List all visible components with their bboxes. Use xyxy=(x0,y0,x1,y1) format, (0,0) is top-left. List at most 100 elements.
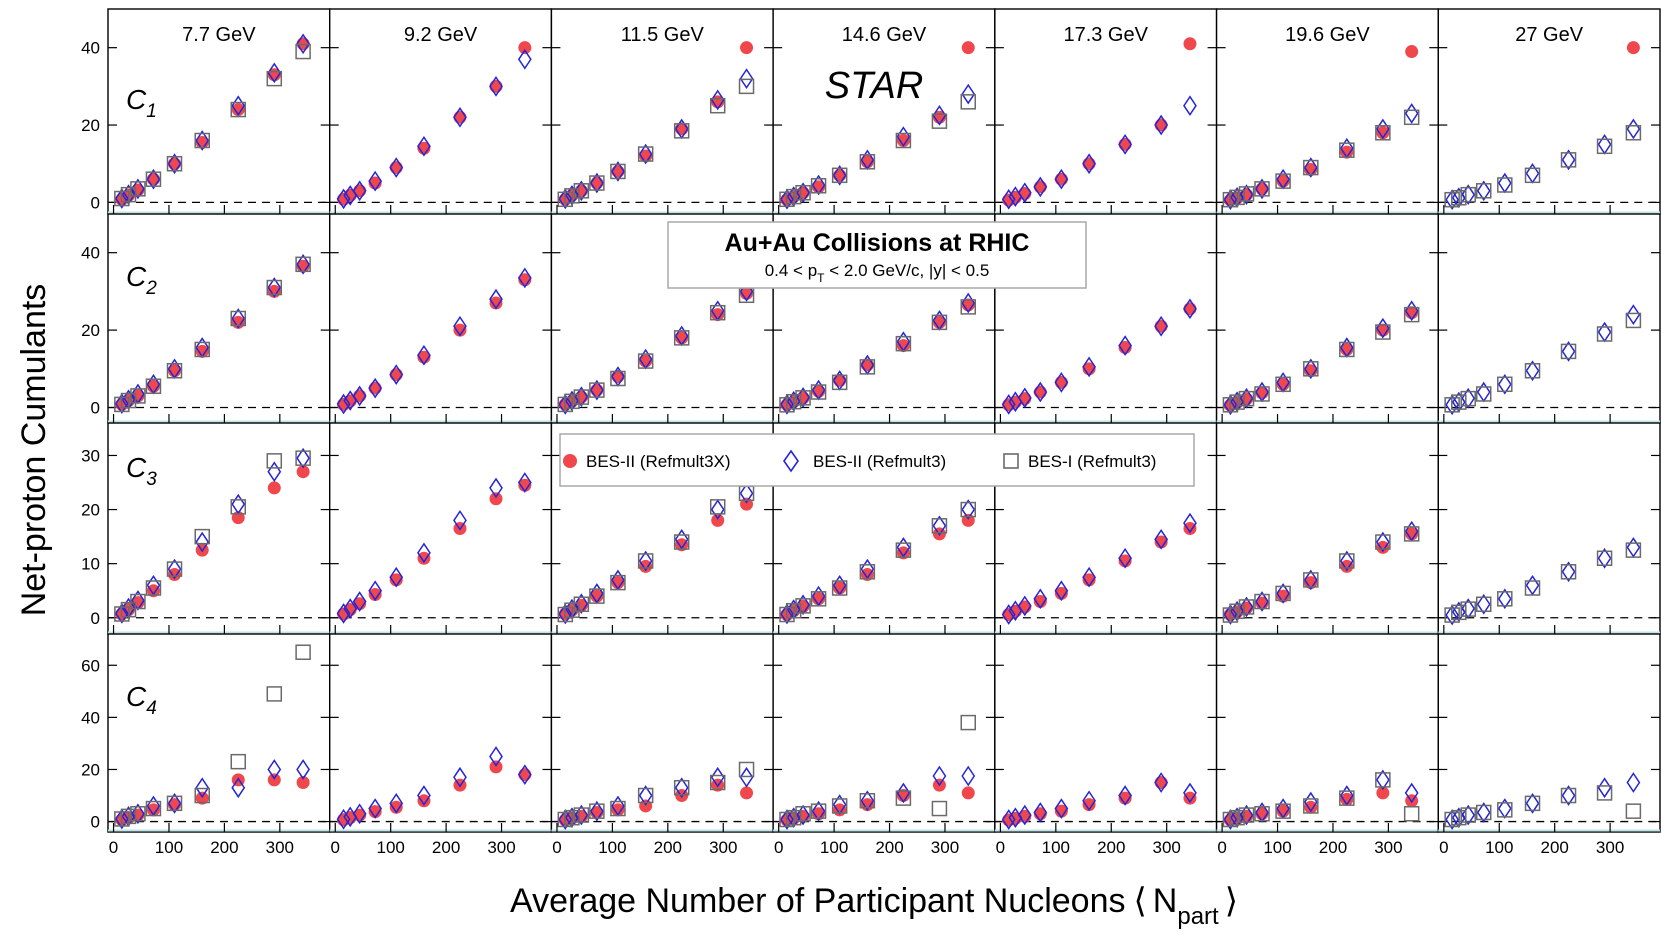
point-circle-r0-c4-5 xyxy=(1033,180,1047,194)
point-diamond-r0-c6-2 xyxy=(1561,149,1576,171)
point-diamond-r2-c5-4 xyxy=(1276,583,1290,604)
cumulant-order-3: 4 xyxy=(146,698,157,719)
point-square-r0-c0-0 xyxy=(295,43,311,60)
point-square-r3-c0-5 xyxy=(145,800,162,817)
point-diamond-r2-c1-2 xyxy=(453,510,467,531)
point-square-r1-c3-4 xyxy=(831,374,848,391)
point-square-r1-c3-1 xyxy=(931,314,948,331)
point-diamond-r1-c4-4 xyxy=(1054,372,1069,393)
point-diamond-r1-c0-2 xyxy=(231,308,246,329)
point-square-r0-c0-6 xyxy=(130,181,146,197)
point-diamond-r2-c0-4 xyxy=(167,558,182,580)
point-diamond-r3-c1-3 xyxy=(417,785,431,806)
panel-frame-r1-c1 xyxy=(329,213,553,424)
point-diamond-r0-c0-0 xyxy=(296,33,311,55)
x-tick-label-c4-100: 100 xyxy=(1042,838,1070,857)
point-diamond-r3-c4-3 xyxy=(1082,790,1096,812)
point-diamond-r2-c0-6 xyxy=(131,590,145,611)
point-diamond-r3-c2-1 xyxy=(710,766,725,788)
x-tick-label-c3-0: 0 xyxy=(774,838,783,857)
panel-frame-r3-c4 xyxy=(994,633,1218,833)
y-tick-label-r0-c0-40: 40 xyxy=(81,39,100,58)
point-diamond-r2-c1-5 xyxy=(368,580,383,602)
point-square-r2-c6-2 xyxy=(1560,564,1577,580)
point-square-r3-c3-2 xyxy=(895,790,912,806)
point-diamond-r2-c2-1 xyxy=(710,499,725,520)
point-circle-r3-c0-5 xyxy=(146,803,160,817)
point-square-r0-c3-3 xyxy=(859,154,876,170)
point-square-r0-c2-6 xyxy=(573,183,590,199)
point-diamond-r1-c6-4 xyxy=(1497,373,1512,395)
point-square-r0-c5-8 xyxy=(1222,191,1239,208)
point-diamond-r3-c3-1 xyxy=(932,765,947,787)
point-square-r0-c5-2 xyxy=(1339,142,1355,158)
point-circle-r2-c1-4 xyxy=(389,573,403,587)
point-square-r2-c5-3 xyxy=(1303,572,1319,588)
energy-label-3: 14.6 GeV xyxy=(842,24,927,46)
panel-frame-r3-c6 xyxy=(1437,633,1661,833)
point-square-r3-c6-8 xyxy=(1444,811,1460,828)
point-diamond-r2-c3-6 xyxy=(796,594,810,616)
point-square-r2-c3-1 xyxy=(931,518,948,534)
point-diamond-r0-c2-8 xyxy=(558,188,573,210)
point-diamond-r0-c1-4 xyxy=(389,157,404,178)
point-square-r1-c5-1 xyxy=(1375,324,1391,340)
x-tick-label-c2-100: 100 xyxy=(598,838,626,857)
x-tick-label-c4-300: 300 xyxy=(1152,838,1180,857)
point-square-r2-c6-6 xyxy=(1460,601,1476,617)
point-circle-r3-c4-4 xyxy=(1054,804,1068,818)
point-square-r1-c6-8 xyxy=(1444,397,1460,413)
x-tick-label-c4-0: 0 xyxy=(996,838,1005,857)
point-diamond-r0-c3-5 xyxy=(811,174,826,196)
point-square-r3-c3-6 xyxy=(795,806,811,822)
point-circle-r2-c3-5 xyxy=(812,592,826,606)
point-square-r1-c5-5 xyxy=(1254,386,1270,402)
point-square-r0-c6-5 xyxy=(1475,183,1492,199)
x-tick-label-c6-300: 300 xyxy=(1596,838,1624,857)
point-diamond-r3-c4-6 xyxy=(1017,804,1032,826)
point-square-r1-c6-6 xyxy=(1460,390,1476,407)
point-circle-r2-c5-2 xyxy=(1340,559,1354,573)
cumulant-order-1: 2 xyxy=(145,278,157,299)
point-diamond-r0-c1-0 xyxy=(517,48,532,70)
y-tick-label-r2-c0-10: 10 xyxy=(81,555,100,574)
point-diamond-r0-c3-8 xyxy=(780,188,794,210)
panel-frame-r3-c3 xyxy=(772,633,996,833)
point-circle-r2-c1-5 xyxy=(368,588,382,602)
point-diamond-r0-c1-5 xyxy=(368,170,383,192)
info-box-cut-sub: T xyxy=(817,271,825,285)
y-tick-label-r3-c0-40: 40 xyxy=(81,708,100,727)
point-square-r3-c6-0 xyxy=(1625,803,1642,819)
point-circle-r1-c1-5 xyxy=(368,381,382,395)
point-circle-r2-c2-4 xyxy=(611,576,625,590)
point-diamond-r2-c5-3 xyxy=(1303,569,1318,591)
point-circle-r1-c1-8 xyxy=(337,397,351,411)
point-circle-r3-c2-4 xyxy=(611,803,625,817)
point-circle-r0-c1-8 xyxy=(337,192,351,206)
y-tick-label-r0-c0-20: 20 xyxy=(81,116,100,135)
point-circle-r0-c0-2 xyxy=(231,103,245,117)
point-diamond-r2-c0-1 xyxy=(267,461,282,483)
info-box-cut-a: 0.4 < p xyxy=(765,261,817,280)
point-circle-r3-c1-4 xyxy=(389,800,403,814)
point-circle-r0-c4-8 xyxy=(1002,193,1016,207)
point-square-r2-c2-2 xyxy=(673,534,690,550)
point-diamond-r2-c3-1 xyxy=(932,515,947,537)
point-square-r0-c2-4 xyxy=(610,163,626,180)
point-square-r1-c2-4 xyxy=(610,370,626,387)
x-tick-label-c2-300: 300 xyxy=(709,838,737,857)
point-diamond-r0-c4-8 xyxy=(1001,188,1016,210)
point-diamond-r0-c5-3 xyxy=(1303,157,1318,178)
point-diamond-r1-c4-5 xyxy=(1033,381,1048,403)
info-box-cuts: 0.4 < pT < 2.0 GeV/c, |y| < 0.5 xyxy=(765,261,990,285)
x-tick-label-c0-0: 0 xyxy=(109,838,118,857)
star-title: STAR xyxy=(825,65,924,107)
legend-marker-refmult3x xyxy=(563,454,577,468)
point-square-r1-c6-4 xyxy=(1497,376,1513,393)
point-diamond-r2-c1-4 xyxy=(389,566,404,588)
point-square-r0-c6-0 xyxy=(1625,125,1642,141)
y-tick-label-r1-c0-0: 0 xyxy=(91,399,100,418)
point-square-r0-c6-8 xyxy=(1444,191,1460,208)
point-circle-r0-c5-0 xyxy=(1405,45,1419,59)
point-diamond-r0-c3-0 xyxy=(961,83,976,105)
